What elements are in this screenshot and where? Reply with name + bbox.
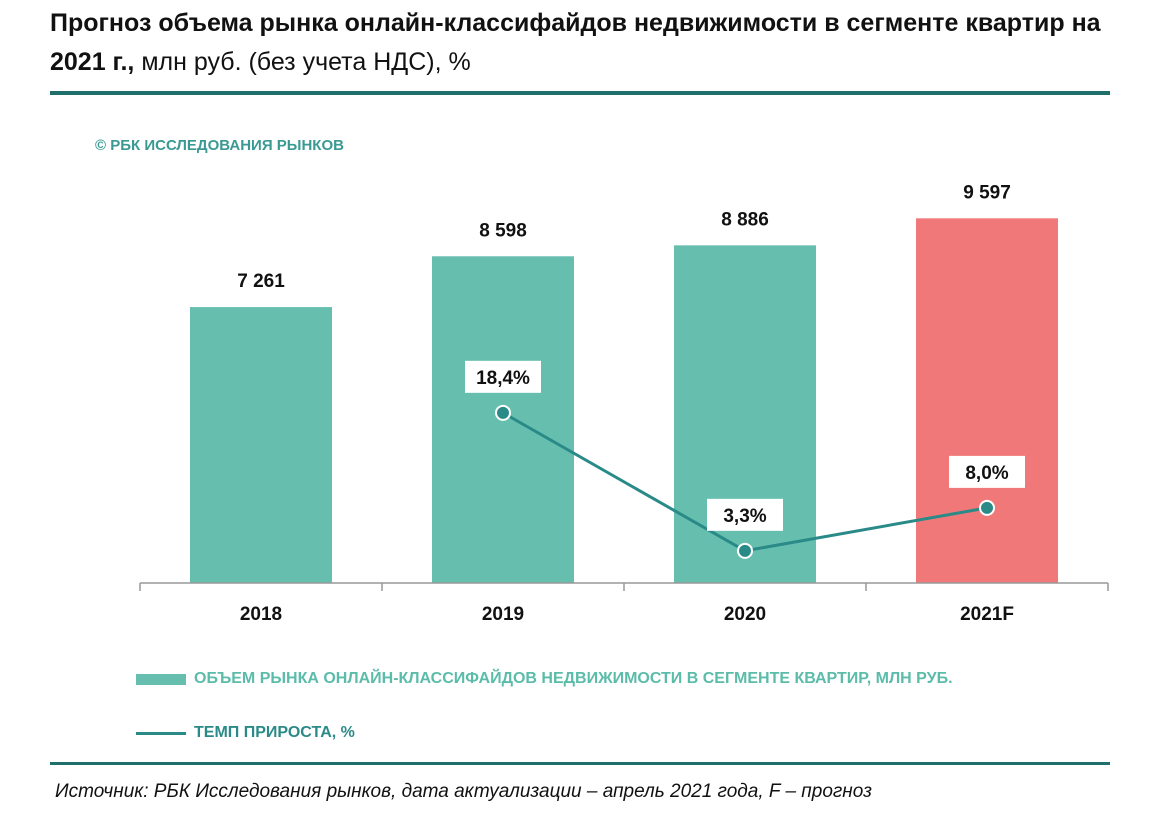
legend-item-bars: ОБЪЕМ РЫНКА ОНЛАЙН-КЛАССИФАЙДОВ НЕДВИЖИМ… (136, 670, 953, 688)
bar-value-label: 7 261 (237, 271, 285, 292)
growth-label-box (949, 455, 1025, 488)
growth-label-box (707, 498, 783, 531)
bar-2018 (190, 307, 332, 583)
chart-title: Прогноз объема рынка онлайн-классифайдов… (50, 4, 1130, 82)
legend-line-label: ТЕМП ПРИРОСТА, % (194, 724, 355, 741)
legend-bar-swatch (136, 673, 186, 685)
x-tick-label: 2018 (240, 604, 282, 625)
growth-point (979, 499, 995, 516)
top-divider (50, 91, 1110, 95)
growth-value-label: 3,3% (723, 506, 766, 527)
growth-label-box (465, 360, 541, 393)
legend-bar-label: ОБЪЕМ РЫНКА ОНЛАЙН-КЛАССИФАЙДОВ НЕДВИЖИМ… (194, 670, 953, 687)
bar-value-label: 9 597 (963, 182, 1011, 203)
source-note: Источник: РБК Исследования рынков, дата … (55, 781, 872, 802)
growth-point (495, 404, 511, 421)
growth-value-label: 8,0% (965, 463, 1008, 484)
bar-2020 (674, 245, 816, 583)
bar-value-label: 8 886 (721, 209, 769, 230)
growth-value-label: 18,4% (476, 368, 530, 389)
copyright-label: © РБК ИССЛЕДОВАНИЯ РЫНКОВ (95, 137, 344, 154)
bar-value-label: 8 598 (479, 220, 527, 241)
x-tick-label: 2020 (724, 604, 766, 625)
growth-point (737, 542, 753, 559)
x-tick-label: 2019 (482, 604, 524, 625)
title-bold: Прогноз объема рынка онлайн-классифайдов… (50, 9, 1101, 76)
legend-line-swatch (136, 731, 186, 735)
bottom-divider (50, 762, 1110, 765)
title-normal: млн руб. (без учета НДС), % (134, 48, 471, 76)
x-tick-label: 2021F (960, 604, 1014, 625)
bar-2021F (916, 218, 1058, 583)
legend-item-line: ТЕМП ПРИРОСТА, % (136, 724, 355, 742)
